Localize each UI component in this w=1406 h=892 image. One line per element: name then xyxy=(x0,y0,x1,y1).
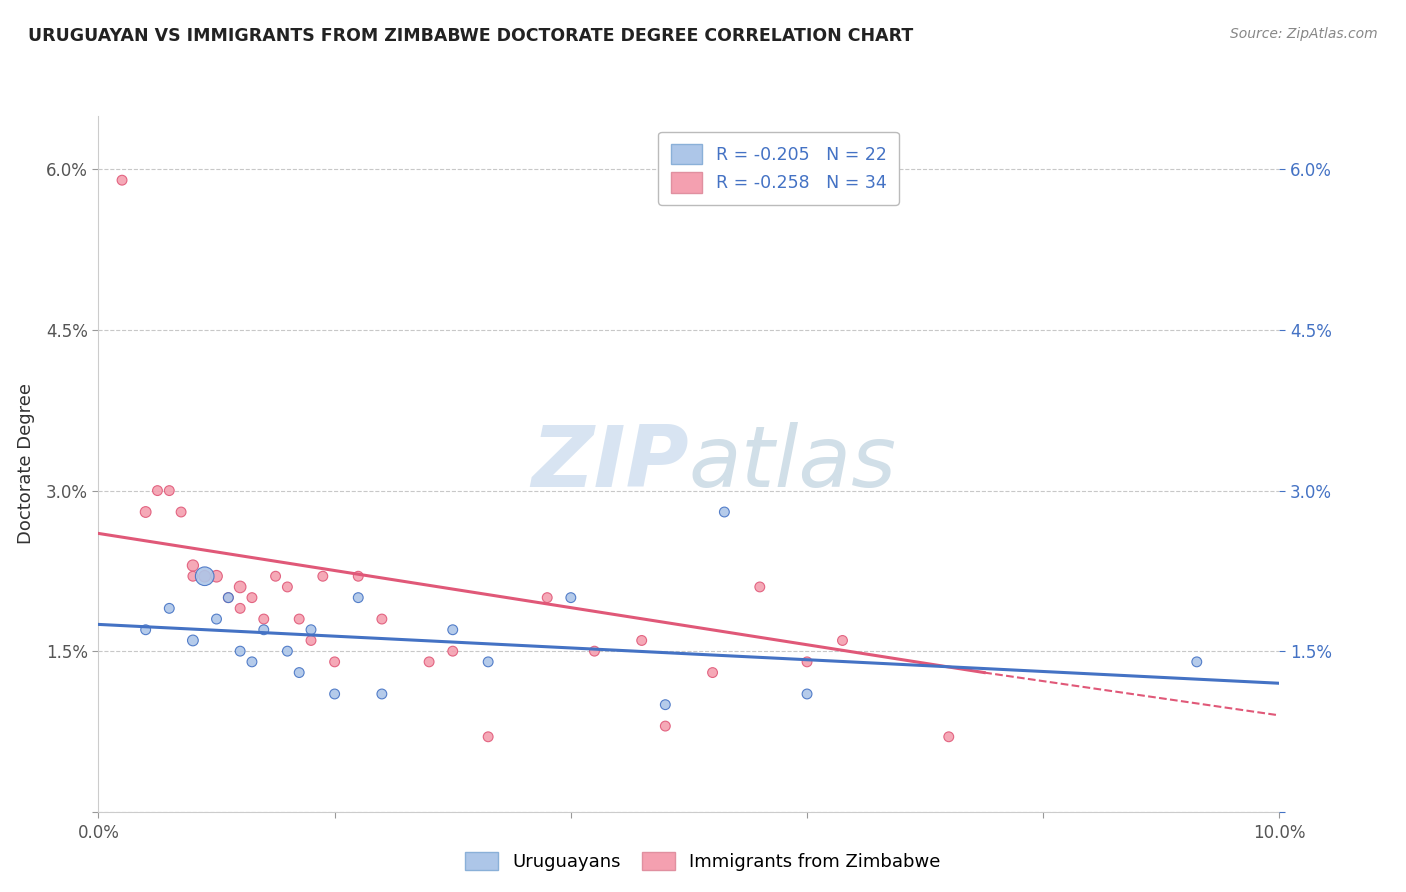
Point xyxy=(347,569,370,583)
Point xyxy=(748,580,770,594)
Point xyxy=(299,623,322,637)
Legend: Uruguayans, Immigrants from Zimbabwe: Uruguayans, Immigrants from Zimbabwe xyxy=(458,845,948,879)
Point xyxy=(702,665,724,680)
Point xyxy=(146,483,169,498)
Point xyxy=(418,655,440,669)
Point xyxy=(630,633,652,648)
Point xyxy=(441,644,464,658)
Point xyxy=(654,698,676,712)
Point xyxy=(181,633,204,648)
Point xyxy=(371,612,394,626)
Point xyxy=(135,505,157,519)
Point xyxy=(276,580,298,594)
Point xyxy=(371,687,394,701)
Point xyxy=(288,612,311,626)
Point xyxy=(240,591,263,605)
Point xyxy=(536,591,558,605)
Point xyxy=(654,719,676,733)
Point xyxy=(796,687,818,701)
Point xyxy=(583,644,606,658)
Text: URUGUAYAN VS IMMIGRANTS FROM ZIMBABWE DOCTORATE DEGREE CORRELATION CHART: URUGUAYAN VS IMMIGRANTS FROM ZIMBABWE DO… xyxy=(28,27,914,45)
Point xyxy=(181,558,204,573)
Text: atlas: atlas xyxy=(689,422,897,506)
Point xyxy=(194,569,217,583)
Point xyxy=(264,569,287,583)
Point xyxy=(1185,655,1208,669)
Point xyxy=(217,591,239,605)
Point xyxy=(560,591,582,605)
Point xyxy=(229,601,252,615)
Legend: R = -0.205   N = 22, R = -0.258   N = 34: R = -0.205 N = 22, R = -0.258 N = 34 xyxy=(658,132,898,204)
Point xyxy=(205,612,228,626)
Point xyxy=(205,569,228,583)
Point xyxy=(229,580,252,594)
Point xyxy=(253,612,276,626)
Point xyxy=(135,623,157,637)
Point xyxy=(253,623,276,637)
Point xyxy=(157,601,180,615)
Point xyxy=(181,569,204,583)
Point xyxy=(831,633,853,648)
Point xyxy=(347,591,370,605)
Point xyxy=(111,173,134,187)
Point xyxy=(938,730,960,744)
Text: ZIP: ZIP xyxy=(531,422,689,506)
Y-axis label: Doctorate Degree: Doctorate Degree xyxy=(17,384,35,544)
Point xyxy=(323,687,346,701)
Point xyxy=(312,569,335,583)
Point xyxy=(796,655,818,669)
Point xyxy=(194,569,217,583)
Point xyxy=(323,655,346,669)
Text: Source: ZipAtlas.com: Source: ZipAtlas.com xyxy=(1230,27,1378,41)
Point xyxy=(477,655,499,669)
Point xyxy=(229,644,252,658)
Point xyxy=(170,505,193,519)
Point xyxy=(441,623,464,637)
Point xyxy=(299,633,322,648)
Point xyxy=(288,665,311,680)
Point xyxy=(276,644,298,658)
Point xyxy=(240,655,263,669)
Point xyxy=(157,483,180,498)
Point xyxy=(477,730,499,744)
Point xyxy=(713,505,735,519)
Point xyxy=(217,591,239,605)
